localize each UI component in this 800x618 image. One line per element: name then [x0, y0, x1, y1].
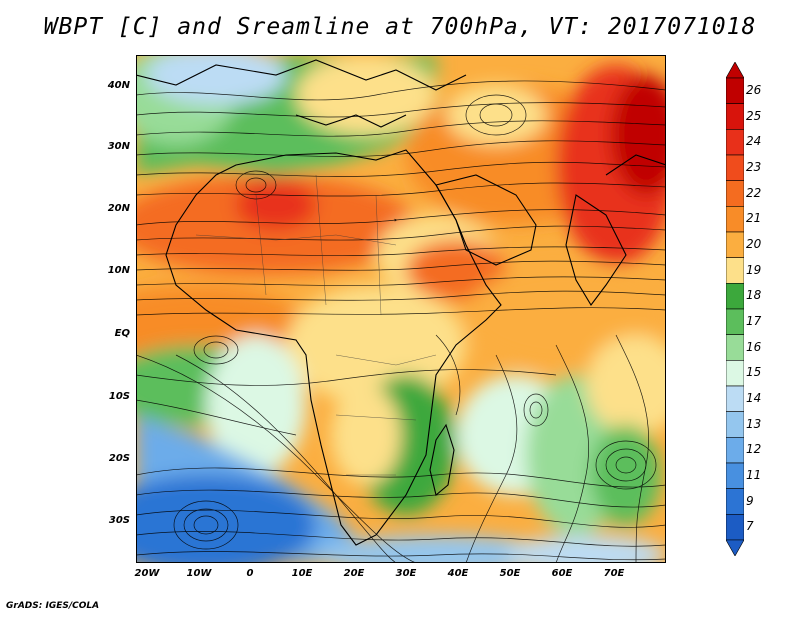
coastlines [136, 59, 666, 546]
colorbar-top-arrow [726, 62, 744, 79]
colorbar-segment [726, 437, 744, 464]
colorbar-label: 23 [746, 159, 762, 174]
colorbar-label: 15 [746, 365, 762, 380]
colorbar-segment [726, 257, 744, 284]
colorbar-segment [726, 77, 744, 104]
colorbar-segment [726, 129, 744, 156]
grads-credit: GrADS: IGES/COLA [6, 601, 100, 611]
colorbar-label: 20 [746, 236, 762, 251]
colorbar-bottom-arrow [726, 539, 744, 556]
colorbar-segment [726, 411, 744, 438]
colorbar-label: 12 [746, 442, 762, 457]
x-tick-label: 20E [343, 568, 365, 579]
colorbar-label: 9 [746, 493, 754, 508]
x-tick-label: 70E [603, 568, 625, 579]
colorbar-segment [726, 103, 744, 130]
x-tick-label: 10W [186, 568, 212, 579]
y-tick-label: 40N [107, 80, 130, 91]
colorbar-segment [726, 283, 744, 310]
colorbar-segment [726, 514, 744, 541]
colorbar-label: 16 [746, 339, 762, 354]
colorbar-label: 19 [746, 262, 762, 277]
x-tick-label: 50E [499, 568, 521, 579]
y-tick-label: 10S [108, 391, 130, 402]
map-title: WBPT [C] and Sreamline at 700hPa, VT: 20… [43, 14, 757, 40]
colorbar-segment [726, 308, 744, 335]
country-borders [195, 174, 437, 476]
x-tick-label: 0 [246, 568, 254, 579]
colorbar-label: 17 [746, 313, 762, 328]
colorbar-segment [726, 360, 744, 387]
x-tick-label: 60E [551, 568, 573, 579]
colorbar [726, 62, 744, 556]
colorbar-label: 21 [746, 211, 762, 226]
colorbar-segment [726, 462, 744, 489]
streamlines [136, 80, 666, 563]
colorbar-label: 22 [746, 185, 762, 200]
colorbar-segment [726, 385, 744, 412]
colorbar-segment [726, 231, 744, 258]
colorbar-label: 18 [746, 288, 762, 303]
colorbar-label: 14 [746, 390, 762, 405]
x-tick-label: 40E [447, 568, 469, 579]
x-tick-label: 10E [291, 568, 313, 579]
y-tick-label: 30N [107, 141, 130, 152]
colorbar-segment [726, 154, 744, 181]
colorbar-segment [726, 180, 744, 207]
wbpt-color-field [136, 55, 666, 563]
y-tick-label: 10N [107, 265, 130, 276]
colorbar-segment [726, 206, 744, 233]
colorbar-label: 25 [746, 108, 762, 123]
y-tick-label: 20N [107, 203, 130, 214]
y-tick-label: EQ [114, 328, 130, 339]
colorbar-segment [726, 334, 744, 361]
map-frame [136, 55, 666, 563]
colorbar-label: 11 [746, 467, 762, 482]
y-tick-label: 20S [108, 453, 130, 464]
x-tick-label: 20W [134, 568, 160, 579]
colorbar-label: 7 [746, 519, 754, 534]
x-tick-label: 30E [395, 568, 417, 579]
y-tick-label: 30S [108, 515, 130, 526]
colorbar-label: 13 [746, 416, 762, 431]
colorbar-segment [726, 488, 744, 515]
colorbar-label: 26 [746, 82, 762, 97]
map-panel [136, 55, 666, 563]
colorbar-label: 24 [746, 134, 762, 149]
